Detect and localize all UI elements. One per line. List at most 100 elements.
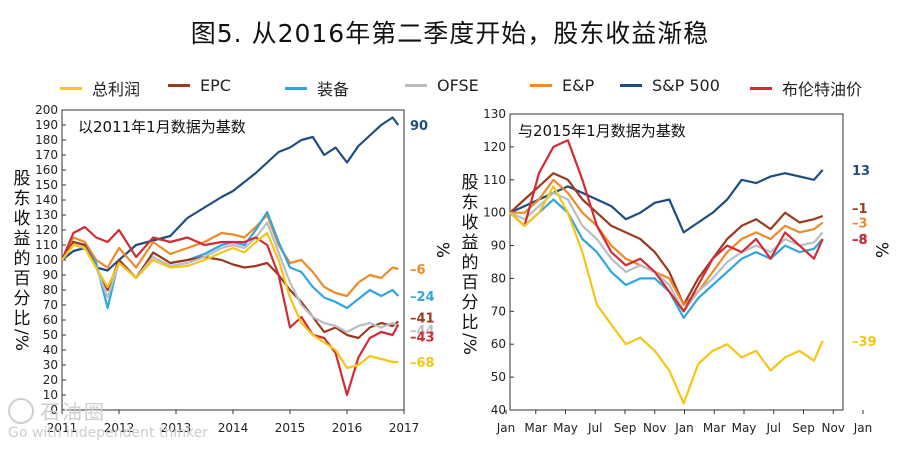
series-line <box>509 185 824 405</box>
y-tick-label: 100 <box>483 206 506 220</box>
x-tick-label: May <box>732 421 757 435</box>
y-axis-unit-left: /% <box>459 333 479 355</box>
y-tick-label: 50 <box>43 328 58 342</box>
x-tick-label: 2016 <box>332 421 363 435</box>
y-axis-label-char: 收 <box>14 209 31 229</box>
x-tick-label: 2012 <box>104 421 135 435</box>
x-tick-label: Sep <box>614 421 637 435</box>
y-tick-label: 120 <box>483 140 506 154</box>
end-value-label: –6 <box>410 263 426 278</box>
legend-swatch <box>405 84 427 87</box>
x-tick-label: Mar <box>703 421 726 435</box>
end-value-label: –39 <box>852 335 877 350</box>
legend-item: E&P <box>530 76 594 95</box>
legend-label: E&P <box>562 76 595 95</box>
x-tick-label: Nov <box>643 421 666 435</box>
y-tick-label: 100 <box>35 253 58 267</box>
base-annotation: 以2011年1月数据为基数 <box>78 118 246 136</box>
end-value-label: –1 <box>852 202 868 217</box>
x-tick-label: Jul <box>766 421 781 435</box>
end-value-label: –8 <box>852 233 868 248</box>
y-tick-label: 20 <box>43 373 58 387</box>
x-tick-label: Mar <box>524 421 547 435</box>
y-axis-label-char: 分 <box>14 289 31 309</box>
x-tick-label: 2013 <box>161 421 192 435</box>
y-tick-label: 60 <box>491 337 506 351</box>
y-tick-label: 40 <box>43 343 58 357</box>
x-tick-label: Sep <box>792 421 815 435</box>
y-tick-label: 50 <box>491 370 506 384</box>
legend-item: 装备 <box>285 76 349 100</box>
x-tick-label: Jan <box>674 421 694 435</box>
y-tick-label: 80 <box>491 271 506 285</box>
chart-panel: 40 50 60 70 80 90 100 110 120 130 Jan Mar May Jul Sep N… <box>459 107 891 435</box>
x-tick-label: 2015 <box>275 421 306 435</box>
legend-label: 布伦特油价 <box>782 80 863 99</box>
y-axis-label-char: 比 <box>14 309 31 329</box>
y-axis-label-char: 的 <box>462 253 479 273</box>
series-line <box>61 116 400 272</box>
y-tick-label: 60 <box>43 313 58 327</box>
plot-frame <box>509 113 844 411</box>
series-line <box>510 178 824 306</box>
legend-item: OFSE <box>405 76 479 95</box>
y-tick-label: 170 <box>35 148 58 162</box>
end-value-label: 13 <box>852 164 870 179</box>
legend-swatch <box>285 86 307 90</box>
legend-label: S&P 500 <box>652 76 720 95</box>
series-line <box>60 225 400 397</box>
legend-item: 总利润 <box>60 76 140 100</box>
base-annotation: 与2015年1月数据为基数 <box>518 122 686 140</box>
y-axis-label-char: 分 <box>462 293 479 313</box>
watermark-name: 石油圈 <box>40 400 106 424</box>
y-tick-label: 10 <box>43 388 58 402</box>
x-tick-label: Jan <box>853 421 873 435</box>
y-tick-label: 130 <box>35 208 58 222</box>
y-axis-label-char: 收 <box>462 213 479 233</box>
end-value-label: –68 <box>410 356 435 371</box>
y-tick-label: 70 <box>43 298 58 312</box>
watermark-logo-icon <box>8 397 34 424</box>
series-line <box>509 172 824 306</box>
y-tick-label: 110 <box>35 238 58 252</box>
legend: 总利润 EPC 装备 OFSE E&P S&P 500 布伦特油价 <box>60 76 890 100</box>
y-tick-label: 120 <box>35 223 58 237</box>
y-tick-label: 0 <box>50 403 58 417</box>
y-axis-label: 股东收益的百分比 <box>14 169 31 329</box>
y-axis-label-char: 股 <box>462 173 479 193</box>
y-axis-label-char: 益 <box>462 233 479 253</box>
y-tick-label: 160 <box>35 163 58 177</box>
series-line <box>61 213 399 298</box>
y-axis-label-char: 百 <box>462 273 479 293</box>
y-tick-label: 90 <box>43 268 58 282</box>
series-line <box>509 198 824 319</box>
y-axis-label-char: 比 <box>462 313 479 333</box>
y-tick-label: 40 <box>491 403 506 417</box>
y-axis-label: 股东收益的百分比 <box>462 173 479 333</box>
legend-item: EPC <box>168 76 231 95</box>
end-value-label: –8 <box>852 233 868 248</box>
watermark-tagline: Go with independent thinker <box>8 425 209 441</box>
y-axis-label-char: 益 <box>14 229 31 249</box>
y-axis-label-char: 东 <box>14 189 31 209</box>
legend-label: 装备 <box>317 80 350 99</box>
y-axis-label-char: 百 <box>14 269 31 289</box>
series-line <box>61 221 399 334</box>
series-line <box>509 139 824 313</box>
y-tick-label: 200 <box>35 103 58 117</box>
legend-label: EPC <box>200 76 231 95</box>
y-tick-label: 190 <box>35 118 58 132</box>
legend-swatch <box>750 86 772 90</box>
end-value-label: –43 <box>410 331 435 346</box>
end-value-label: 90 <box>410 119 428 134</box>
y-axis-label-char: 的 <box>14 249 31 269</box>
chart-title: 图5. 从2016年第二季度开始，股东收益渐稳 <box>190 19 710 48</box>
x-tick-label: Nov <box>822 421 845 435</box>
x-tick-label: 2011 <box>47 421 78 435</box>
end-value-label: –41 <box>410 312 435 327</box>
legend-swatch <box>168 84 190 87</box>
y-axis-unit-right: % <box>871 242 891 258</box>
y-axis-label-char: 股 <box>14 169 31 189</box>
x-tick-label: May <box>553 421 578 435</box>
